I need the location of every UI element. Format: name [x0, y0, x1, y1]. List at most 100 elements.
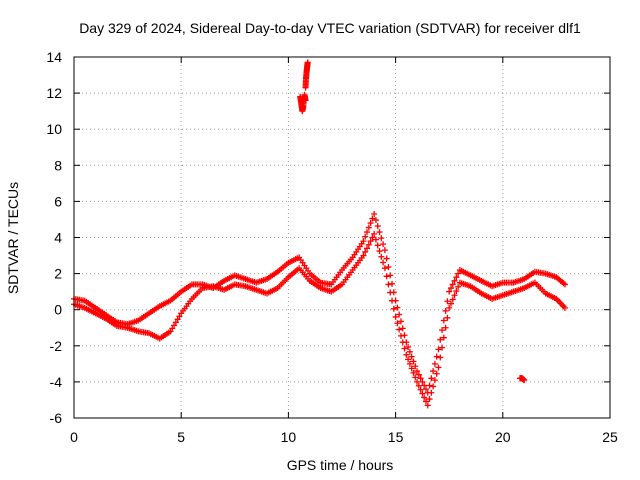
- y-tick-label: -6: [50, 410, 63, 426]
- data-point: [392, 313, 399, 320]
- data-point: [422, 386, 429, 393]
- data-point: [424, 402, 431, 409]
- data-point: [365, 224, 372, 231]
- data-point: [414, 378, 421, 385]
- data-point: [437, 336, 444, 343]
- data-point: [387, 272, 394, 279]
- data-point: [417, 386, 424, 393]
- y-tick-label: -2: [50, 338, 63, 354]
- y-tick-label: 0: [54, 302, 62, 318]
- data-point: [410, 369, 417, 376]
- data-point: [174, 316, 181, 323]
- data-point: [383, 255, 390, 262]
- data-point: [451, 277, 458, 284]
- data-point: [394, 320, 401, 327]
- data-point: [415, 382, 422, 389]
- data-point: [385, 263, 392, 270]
- data-point: [428, 375, 435, 382]
- x-tick-label: 15: [388, 429, 404, 445]
- data-points: [71, 59, 568, 409]
- x-tick-label: 5: [177, 429, 185, 445]
- data-point: [408, 353, 415, 360]
- data-point: [380, 241, 387, 248]
- data-point: [362, 248, 369, 255]
- data-point: [380, 259, 387, 266]
- data-point: [431, 360, 438, 367]
- x-tick-label: 10: [281, 429, 297, 445]
- data-point: [390, 289, 397, 296]
- data-point: [392, 297, 399, 304]
- data-point: [414, 368, 421, 375]
- data-point: [430, 368, 437, 375]
- data-point: [437, 354, 444, 361]
- data-point: [561, 281, 568, 288]
- x-tick-label: 25: [602, 429, 618, 445]
- data-point: [360, 252, 367, 259]
- data-point: [374, 223, 381, 230]
- data-point: [381, 265, 388, 272]
- data-point: [417, 375, 424, 382]
- data-point: [440, 317, 447, 324]
- data-point: [419, 390, 426, 397]
- data-point: [430, 383, 437, 390]
- data-point: [561, 304, 568, 311]
- data-point: [367, 238, 374, 245]
- data-point: [362, 233, 369, 240]
- grid: [74, 57, 610, 418]
- data-point: [365, 241, 372, 248]
- y-tick-label: 10: [46, 121, 62, 137]
- data-point: [447, 285, 454, 292]
- data-point: [442, 307, 449, 314]
- data-point: [421, 394, 428, 401]
- data-point: [401, 332, 408, 339]
- data-point: [369, 234, 376, 241]
- data-point: [381, 247, 388, 254]
- data-point: [453, 274, 460, 281]
- data-point: [433, 353, 440, 360]
- data-point: [376, 248, 383, 255]
- data-point: [444, 298, 451, 305]
- x-axis-label: GPS time / hours: [287, 457, 394, 473]
- chart-title: Day 329 of 2024, Sidereal Day-to-day VTE…: [79, 20, 581, 36]
- data-point: [396, 326, 403, 333]
- axis-ticks: 0 5 10 15 20 25 -6 -4 -2 0 2 4 6 8 10 12 14: [46, 49, 618, 445]
- data-point: [521, 377, 528, 384]
- data-point: [167, 328, 174, 335]
- data-point: [439, 344, 446, 351]
- y-tick-label: 8: [54, 157, 62, 173]
- data-point: [405, 356, 412, 363]
- y-tick-label: -4: [50, 374, 63, 390]
- data-point: [397, 318, 404, 325]
- data-point: [390, 305, 397, 312]
- series-spike-a: [297, 91, 309, 115]
- data-point: [444, 314, 451, 321]
- data-point: [360, 238, 367, 245]
- data-point: [172, 319, 179, 326]
- y-axis-label: SDTVAR / TECUs: [5, 182, 21, 294]
- data-point: [453, 288, 460, 295]
- data-point: [371, 211, 378, 218]
- data-point: [410, 358, 417, 365]
- data-point: [304, 59, 311, 66]
- data-point: [372, 217, 379, 224]
- data-point: [433, 370, 440, 377]
- data-point: [394, 304, 401, 311]
- y-tick-label: 6: [54, 193, 62, 209]
- data-point: [389, 280, 396, 287]
- data-point: [372, 236, 379, 243]
- data-point: [374, 242, 381, 249]
- y-tick-label: 4: [54, 230, 62, 246]
- data-point: [446, 288, 453, 295]
- data-point: [421, 382, 428, 389]
- data-point: [455, 283, 462, 290]
- series-isolated: [516, 375, 528, 384]
- data-point: [302, 97, 309, 104]
- data-point: [406, 348, 413, 355]
- data-point: [440, 334, 447, 341]
- data-point: [371, 230, 378, 237]
- data-point: [403, 339, 410, 346]
- data-point: [435, 346, 442, 353]
- data-point: [435, 364, 442, 371]
- data-point: [455, 270, 462, 277]
- data-point: [396, 311, 403, 318]
